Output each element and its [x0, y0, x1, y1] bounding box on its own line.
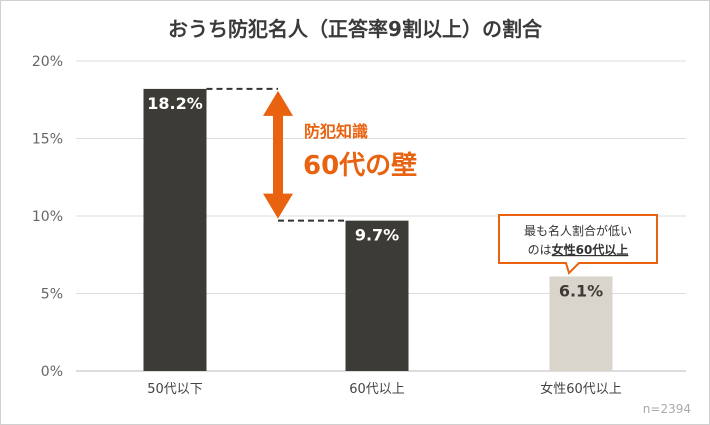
data-label: 18.2%	[147, 94, 203, 113]
bar	[345, 220, 409, 371]
callout-line1: 最も名人割合が低い	[524, 223, 632, 238]
annotation-line1: 防犯知識	[304, 122, 368, 141]
y-tick-label: 15%	[32, 132, 63, 148]
callout-prefix: のは	[528, 243, 552, 257]
bar	[143, 88, 207, 372]
bar	[549, 276, 613, 371]
y-tick-label: 5%	[41, 287, 63, 303]
annotation-line2: 60代の壁	[303, 150, 417, 181]
data-label: 9.7%	[355, 226, 399, 245]
chart-title: おうち防犯名人（正答率9割以上）の割合	[168, 17, 542, 41]
x-tick-label: 女性60代以上	[540, 381, 622, 397]
x-tick-label: 60代以上	[349, 382, 405, 397]
callout-line2: のは女性60代以上	[528, 242, 629, 257]
x-tick-label: 50代以下	[147, 382, 203, 397]
double-arrow-icon	[263, 90, 293, 219]
y-tick-label: 20%	[32, 54, 63, 70]
data-label: 6.1%	[559, 281, 603, 300]
callout-box	[498, 214, 658, 275]
sample-size-note: n=2394	[642, 402, 691, 416]
y-tick-label: 0%	[41, 364, 63, 380]
callout-emphasis: 女性60代以上	[552, 242, 629, 257]
y-tick-label: 10%	[32, 209, 63, 225]
